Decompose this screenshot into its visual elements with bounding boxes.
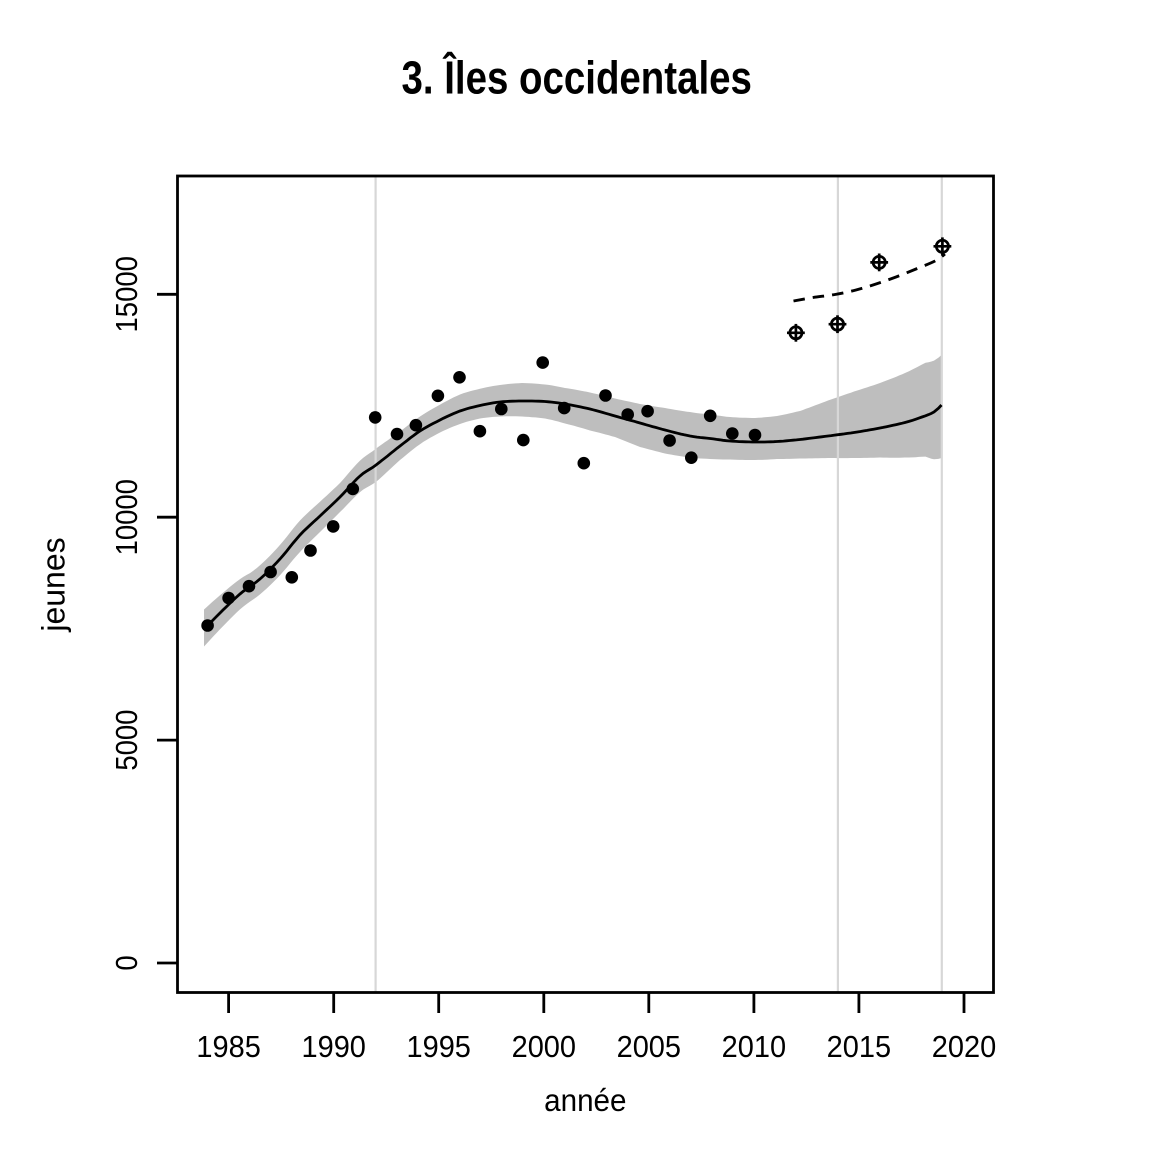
svg-text:5000: 5000: [111, 710, 145, 771]
svg-text:2010: 2010: [722, 1030, 786, 1064]
svg-text:2005: 2005: [617, 1030, 681, 1064]
svg-text:1995: 1995: [406, 1030, 470, 1064]
svg-text:3. Îles occidentales: 3. Îles occidentales: [402, 51, 752, 103]
svg-text:année: année: [544, 1083, 626, 1118]
svg-text:2000: 2000: [512, 1030, 576, 1064]
svg-text:0: 0: [111, 955, 145, 970]
svg-text:1990: 1990: [301, 1030, 365, 1064]
svg-text:1985: 1985: [196, 1030, 260, 1064]
svg-text:10000: 10000: [111, 479, 145, 555]
svg-text:2015: 2015: [827, 1030, 891, 1064]
svg-text:2020: 2020: [932, 1030, 996, 1064]
svg-text:jeunes: jeunes: [36, 537, 72, 632]
svg-text:15000: 15000: [111, 256, 145, 332]
